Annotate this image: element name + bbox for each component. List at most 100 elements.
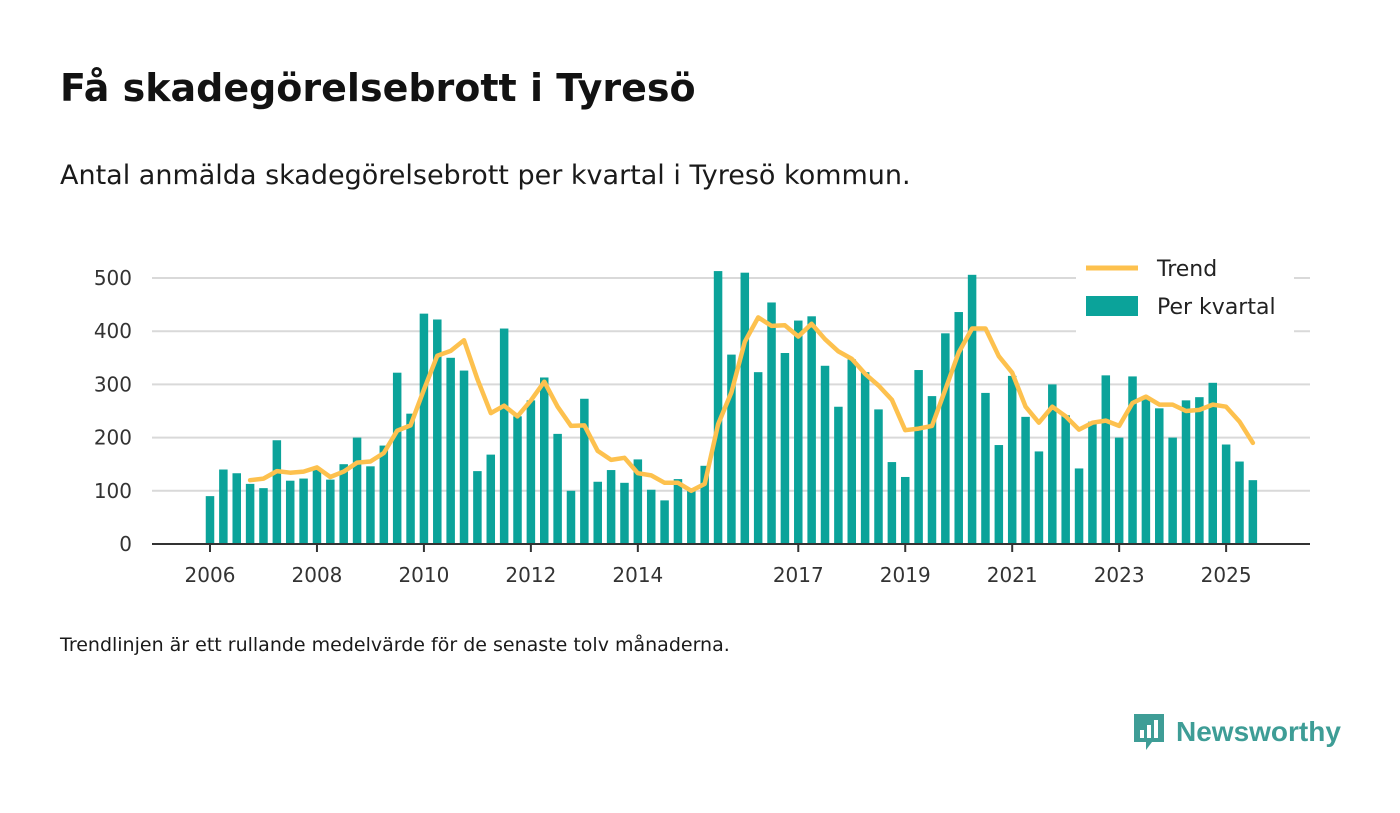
bar [1034,451,1044,544]
bar [1048,384,1057,544]
bar [887,462,897,544]
bar [513,416,522,544]
bar [245,483,255,544]
bar [433,319,442,544]
bar [847,359,857,544]
bar [446,357,455,544]
bar [860,372,870,544]
chart-subtitle: Antal anmälda skadegörelsebrott per kvar… [60,160,911,191]
bar [727,354,736,544]
bar [205,496,215,544]
bar [1248,480,1258,544]
chart: 0 100 200 300 400 500 2006 2008 2010 2012 2014 2017… [94,252,1310,587]
bar [1221,444,1231,544]
bar [473,471,482,544]
bar [553,433,562,544]
x-tick-label: 2019 [880,563,931,587]
trend-series [247,315,1256,494]
bar [700,465,709,544]
bar [1208,382,1217,544]
bar [753,372,763,544]
bar [259,488,268,544]
bar [326,479,335,544]
brand-logo: Newsworthy [1132,712,1341,752]
bar [219,469,228,544]
bar [767,302,776,544]
bar [1101,375,1111,544]
bar [392,372,402,544]
bar [633,459,643,544]
bar [339,464,348,544]
x-tick-label: 2014 [612,563,663,587]
bar [566,490,576,544]
bar [994,445,1004,544]
bar [272,440,282,544]
x-tick-label: 2012 [505,563,556,587]
bar [379,445,389,544]
bar [352,437,362,544]
y-tick-label: 500 [94,266,132,290]
legend-bar-label: Per kvartal [1157,295,1276,320]
bar [981,392,990,544]
bar [299,478,308,544]
legend-trend-label: Trend [1156,257,1217,282]
bar [927,396,937,544]
x-tick-label: 2023 [1094,563,1145,587]
brand-name: Newsworthy [1176,716,1341,747]
x-tick-label: 2017 [773,563,824,587]
bar [660,500,669,544]
bar [820,365,830,544]
bar [593,481,602,544]
bar [406,413,415,544]
bar [1168,437,1177,544]
y-tick-label: 0 [119,532,132,556]
bar [967,274,977,544]
footnote: Trendlinjen är ett rullande medelvärde f… [60,634,730,656]
bar [366,466,375,544]
bar [419,313,429,544]
bar [794,320,803,544]
x-tick-label: 2021 [987,563,1038,587]
bar [687,490,696,544]
bar [486,454,496,544]
y-tick-label: 100 [94,479,132,503]
bar [954,312,963,544]
bar [1128,376,1137,544]
bar [673,479,683,544]
bar [780,353,790,544]
bar [1061,415,1070,544]
bar [834,406,843,544]
x-tick-label: 2008 [292,563,343,587]
bar [874,409,883,544]
bar [1155,408,1164,544]
bar [1235,461,1244,544]
bar [713,271,723,544]
bar [1007,375,1017,544]
axes: 0 100 200 300 400 500 2006 2008 2010 2012 2014 2017… [94,266,1310,587]
bar [646,489,656,544]
bar [900,476,910,544]
bar [1021,416,1030,544]
y-tick-label: 300 [94,372,132,396]
bar [1114,437,1124,544]
legend-bar-swatch [1086,296,1138,316]
bar [540,377,549,544]
bar [285,480,295,544]
chart-title: Få skadegörelsebrott i Tyresö [60,66,696,110]
bar [1181,400,1191,544]
bar [1195,397,1204,544]
bar-series [205,271,1258,544]
bar [526,400,536,544]
bar [1088,421,1097,544]
x-tick-label: 2010 [398,563,449,587]
bar [312,469,322,544]
bar [499,328,509,544]
x-tick-label: 2025 [1201,563,1252,587]
trend-line [247,315,1256,494]
bar [740,272,750,544]
bar [1074,468,1084,544]
bar [232,473,241,544]
y-tick-label: 200 [94,426,132,450]
bar [580,398,589,544]
newsworthy-logo-icon [1134,714,1164,750]
